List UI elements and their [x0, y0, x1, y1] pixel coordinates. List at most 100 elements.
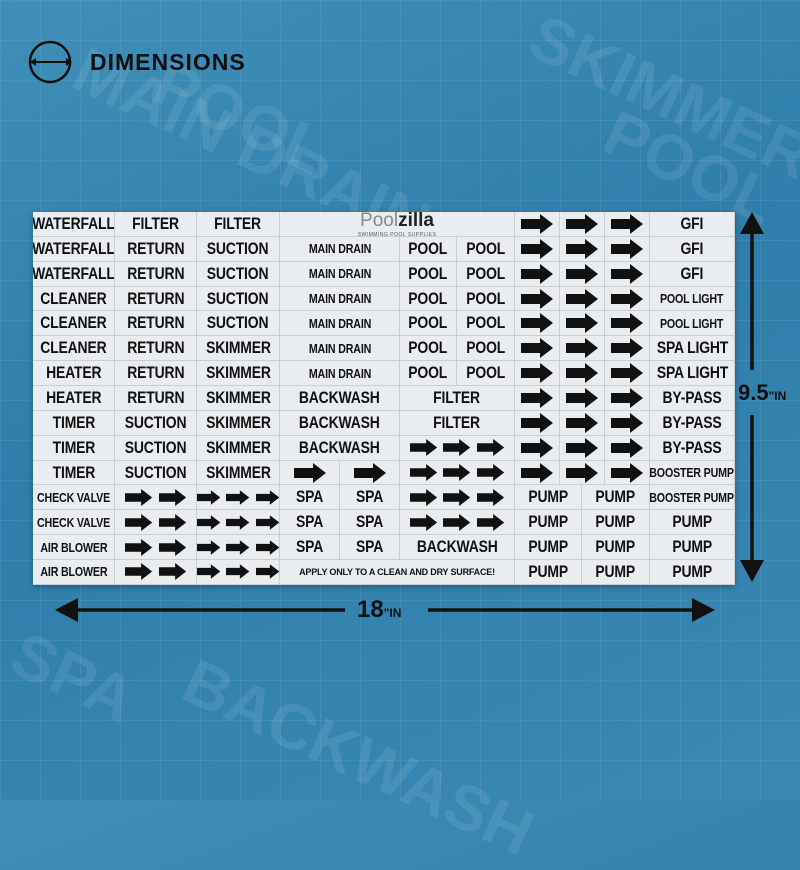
arrow-sticker [515, 311, 560, 336]
sticker-label: SPA LIGHT [656, 338, 728, 358]
arrow-sticker [515, 361, 560, 386]
label-sticker: SPA [340, 485, 400, 510]
arrow-right-icon [353, 462, 386, 483]
height-value: 9.5 [738, 380, 769, 405]
arrow-right-icon [443, 464, 471, 482]
label-sticker: TIMER [33, 435, 115, 460]
arrow-right-icon [521, 412, 553, 433]
poolzilla-logo: Poolzilla SWIMMING POOL SUPPLIES [280, 212, 515, 236]
arrow-sticker [560, 386, 605, 410]
label-sticker: PUMP [582, 485, 650, 510]
sticker-label: BOOSTER PUMP [650, 465, 735, 481]
sticker-row: CLEANER RETURN SUCTION MAIN DRAIN POOL POOL PO… [33, 311, 735, 337]
arrow-right-icon [611, 213, 643, 234]
sticker-row: TIMER SUCTION SKIMMER BACKWASH BY-PASS [33, 435, 735, 461]
sticker-label: MAIN DRAIN [308, 365, 371, 381]
label-sticker: PUMP [582, 510, 650, 535]
sticker-label: APPLY ONLY TO A CLEAN AND DRY SURFACE! [299, 566, 495, 577]
arrow-right-icon [521, 387, 553, 408]
arrow-right-icon [611, 313, 643, 334]
arrow-sticker [400, 510, 515, 535]
label-sticker: BOOSTER PUMP [650, 460, 735, 485]
label-sticker: SPA [280, 510, 340, 535]
sticker-label: SKIMMER [205, 462, 271, 482]
sticker-label: BACKWASH [299, 412, 380, 432]
label-sticker: SUCTION [115, 435, 197, 460]
arrow-sticker [115, 510, 197, 535]
sticker-label: AIR BLOWER [39, 539, 108, 555]
sticker-row: WATERFALL FILTER FILTER Poolzilla SWIMMING P… [33, 212, 735, 237]
label-sticker: SKIMMER [197, 386, 280, 410]
label-sticker: WATERFALL [33, 261, 115, 286]
sticker-label: FILTER [132, 213, 179, 233]
width-arrow [55, 598, 715, 622]
arrow-right-icon [566, 238, 598, 259]
label-sticker: POOL [457, 361, 515, 386]
label-sticker: BY-PASS [650, 386, 735, 410]
label-sticker: SUCTION [197, 236, 280, 261]
arrow-right-icon [611, 437, 643, 458]
sticker-label: CHECK VALVE [36, 514, 111, 530]
double-arrow-circle-icon [28, 40, 72, 84]
sticker-label: RETURN [126, 338, 185, 358]
sticker-label: WATERFALL [33, 263, 115, 283]
arrow-right-icon [158, 538, 186, 556]
sticker-label: POOL [408, 238, 448, 258]
sticker-label: POOL [466, 313, 505, 333]
label-sticker: AIR BLOWER [33, 560, 115, 584]
label-sticker: SPA [280, 535, 340, 560]
sticker-label: POOL [466, 238, 505, 258]
sticker-label: BY-PASS [662, 412, 722, 432]
arrow-right-icon [521, 213, 553, 234]
arrow-sticker [605, 311, 650, 336]
arrow-sticker [560, 286, 605, 311]
arrow-sticker [400, 485, 515, 510]
label-sticker: AIR BLOWER [33, 535, 115, 560]
arrow-right-icon [125, 538, 153, 556]
label-sticker: GFI [650, 261, 735, 286]
label-sticker: RETURN [115, 236, 197, 261]
sticker-label: BOOSTER PUMP [650, 489, 735, 505]
label-sticker: POOL [400, 311, 457, 336]
label-sticker: RETURN [115, 261, 197, 286]
sticker-label: BACKWASH [299, 387, 380, 407]
arrow-sticker [515, 336, 560, 361]
arrow-right-icon [158, 513, 186, 531]
arrow-sticker [515, 236, 560, 261]
sticker-label: PUMP [595, 487, 636, 507]
arrow-right-icon [611, 263, 643, 284]
sticker-row: WATERFALL RETURN SUCTION MAIN DRAIN POOL POOL… [33, 236, 735, 262]
height-dimension: 9.5"IN [738, 380, 786, 406]
arrow-right-icon [566, 363, 598, 384]
label-sticker: SKIMMER [197, 361, 280, 386]
label-sticker: SKIMMER [197, 410, 280, 435]
arrow-sticker [197, 560, 280, 584]
arrow-sticker [115, 535, 197, 560]
sticker-label: SPA [295, 537, 324, 557]
arrow-right-icon [611, 412, 643, 433]
sticker-label: POOL [466, 263, 505, 283]
label-sticker: POOL [457, 311, 515, 336]
arrow-right-icon [566, 412, 598, 433]
label-sticker: BACKWASH [280, 435, 400, 460]
label-sticker: PUMP [582, 535, 650, 560]
arrow-sticker [560, 261, 605, 286]
arrow-right-icon [158, 488, 186, 506]
arrow-sticker [340, 460, 400, 485]
label-sticker: FILTER [400, 410, 515, 435]
sticker-label: PUMP [528, 512, 568, 532]
label-sticker: PUMP [650, 535, 735, 560]
sticker-label: RETURN [126, 313, 185, 333]
sticker-row: AIR BLOWER APPLY ONLY TO A CLEAN AND DRY … [33, 560, 735, 585]
arrow-sticker [515, 212, 560, 236]
arrow-sticker [605, 236, 650, 261]
sticker-label: FILTER [433, 387, 481, 407]
arrow-right-icon [476, 488, 504, 506]
label-sticker: POOL [400, 236, 457, 261]
label-sticker: PUMP [515, 535, 582, 560]
sticker-label: SPA [295, 512, 324, 532]
arrow-sticker [400, 435, 515, 460]
sticker-label: POOL [408, 338, 448, 358]
arrow-right-icon [197, 539, 221, 555]
sticker-label: SPA [355, 512, 384, 532]
